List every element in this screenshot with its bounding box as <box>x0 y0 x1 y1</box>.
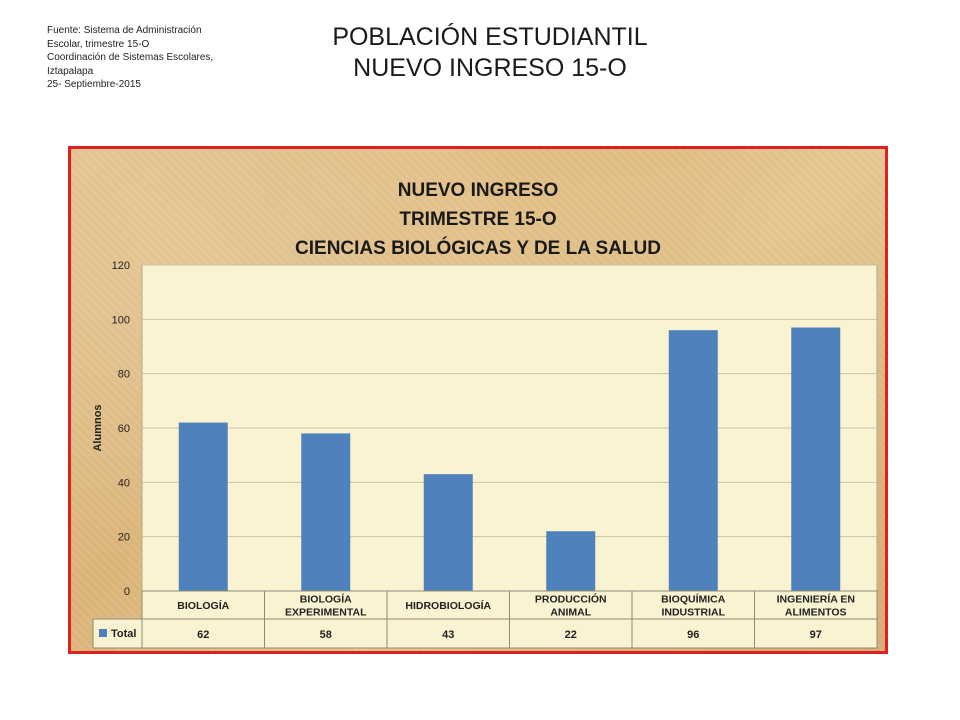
data-table-value: 58 <box>320 629 332 641</box>
bar[interactable] <box>668 330 718 591</box>
slide-title-line-2: NUEVO INGRESO 15-O <box>353 54 627 82</box>
x-tick-label: INDUSTRIAL <box>661 607 725 619</box>
x-tick-label: ALIMENTOS <box>785 607 847 619</box>
bar[interactable] <box>546 531 596 591</box>
x-tick-label: HIDROBIOLOGÍA <box>405 599 491 612</box>
source-line: 25- Septiembre-2015 <box>47 79 141 90</box>
data-table-value: 96 <box>687 629 699 641</box>
x-tick-label: BIOLOGÍA <box>300 593 352 606</box>
chart-title-line: NUEVO INGRESO <box>398 180 558 201</box>
x-tick-label: INGENIERÍA EN <box>777 593 855 606</box>
data-table-value: 97 <box>810 629 822 641</box>
bar[interactable] <box>301 433 351 591</box>
x-tick-label: BIOLOGÍA <box>177 599 229 612</box>
y-tick-label: 100 <box>112 314 130 326</box>
x-tick-label: EXPERIMENTAL <box>285 607 367 619</box>
source-line: Iztapalapa <box>47 65 94 77</box>
bar[interactable] <box>423 474 473 591</box>
chart-title-line: TRIMESTRE 15-O <box>399 209 556 230</box>
y-tick-label: 60 <box>118 423 130 435</box>
source-line: Fuente: Sistema de Administración <box>47 25 202 36</box>
x-tick-label: PRODUCCIÓN <box>535 593 607 606</box>
bar[interactable] <box>791 327 841 591</box>
y-axis-label: Alumnos <box>92 404 104 451</box>
chart-frame: NUEVO INGRESO TRIMESTRE 15-O CIENCIAS BIOL… <box>68 146 888 654</box>
y-tick-label: 0 <box>124 586 130 598</box>
y-tick-label: 40 <box>118 477 130 489</box>
chart-title-line: CIENCIAS BIOLÓGICAS Y DE LA SALUD <box>295 237 661 259</box>
data-table-value: 62 <box>197 629 209 641</box>
slide-title: POBLACIÓN ESTUDIANTIL NUEVO INGRESO 15-O <box>250 22 730 84</box>
source-line: Escolar, trimestre 15-O <box>47 38 150 50</box>
bar-chart: NUEVO INGRESO TRIMESTRE 15-O CIENCIAS BIOL… <box>92 180 878 649</box>
data-table-value: 22 <box>565 629 577 641</box>
legend-label: Total <box>111 628 136 640</box>
y-tick-label: 120 <box>112 260 130 272</box>
x-tick-label: BIOQUÍMICA <box>661 593 726 606</box>
legend-swatch <box>99 629 107 637</box>
y-tick-label: 20 <box>118 532 130 544</box>
source-note: Fuente: Sistema de Administración Escola… <box>47 24 247 92</box>
x-tick-label: ANIMAL <box>550 607 591 619</box>
bar[interactable] <box>178 422 228 591</box>
data-table-value: 43 <box>442 629 454 641</box>
slide-title-line-1: POBLACIÓN ESTUDIANTIL <box>332 23 648 51</box>
source-line: Coordinación de Sistemas Escolares, <box>47 52 214 63</box>
y-tick-label: 80 <box>118 369 130 381</box>
